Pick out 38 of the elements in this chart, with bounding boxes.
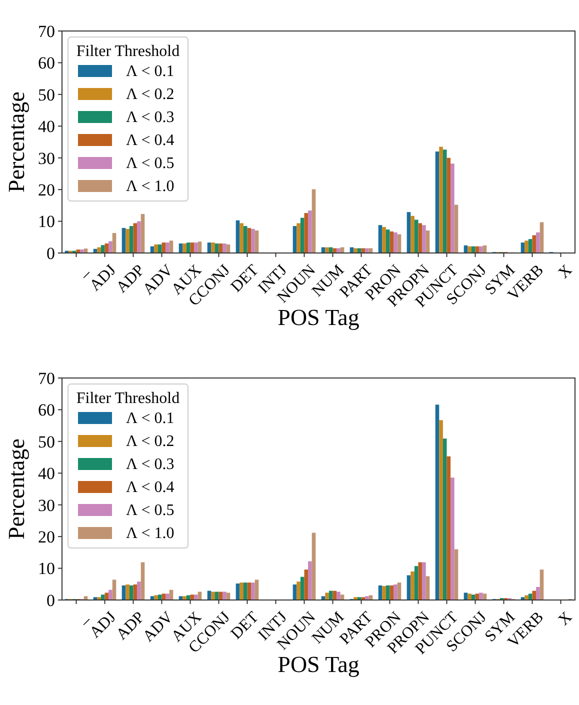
y-tick-label: 20 [38, 528, 55, 547]
legend-label: Λ < 0.4 [126, 479, 174, 496]
legend-label: Λ < 0.1 [126, 410, 174, 427]
legend-label: Λ < 0.2 [126, 86, 174, 103]
y-tick-label: 60 [38, 54, 55, 73]
y-tick-label: 10 [38, 212, 55, 232]
y-tick-label: 0 [46, 590, 55, 610]
legend-label: Λ < 0.3 [126, 456, 174, 473]
y-tick-label: 20 [38, 180, 55, 200]
y-tick-label: 60 [38, 400, 55, 420]
legend-label: Λ < 0.5 [126, 502, 174, 519]
y-tick-label: 40 [38, 117, 55, 136]
y-axis-title: Percentage [4, 92, 29, 192]
y-tick-label: 50 [38, 85, 55, 104]
y-tick-label: 30 [38, 496, 55, 515]
x-tick-label: _ [72, 261, 92, 280]
legend-label: Λ < 1.0 [126, 178, 174, 195]
y-tick-label: 0 [46, 244, 55, 263]
legend-title: Filter Threshold [76, 390, 180, 407]
legend-label: Λ < 1.0 [126, 525, 174, 542]
x-axis-title: POS Tag [278, 652, 360, 677]
y-tick-label: 70 [38, 368, 55, 388]
legend-title: Filter Threshold [76, 43, 180, 60]
x-tick-label: X [555, 261, 576, 282]
y-tick-label: 50 [38, 432, 55, 452]
x-tick-label: X [555, 608, 576, 629]
x-axis-title: POS Tag [278, 305, 360, 330]
y-tick-label: 30 [38, 148, 55, 168]
legend-label: Λ < 0.4 [126, 132, 174, 149]
y-tick-label: 70 [38, 22, 55, 41]
y-tick-label: 40 [38, 464, 55, 484]
y-axis-title: Percentage [4, 438, 29, 540]
x-tick-label: _ [72, 608, 92, 628]
legend-label: Λ < 0.3 [126, 109, 174, 126]
legend-label: Λ < 0.5 [126, 155, 174, 172]
legend-label: Λ < 0.1 [126, 63, 174, 80]
y-tick-label: 10 [38, 559, 55, 578]
legend-label: Λ < 0.2 [126, 433, 174, 450]
